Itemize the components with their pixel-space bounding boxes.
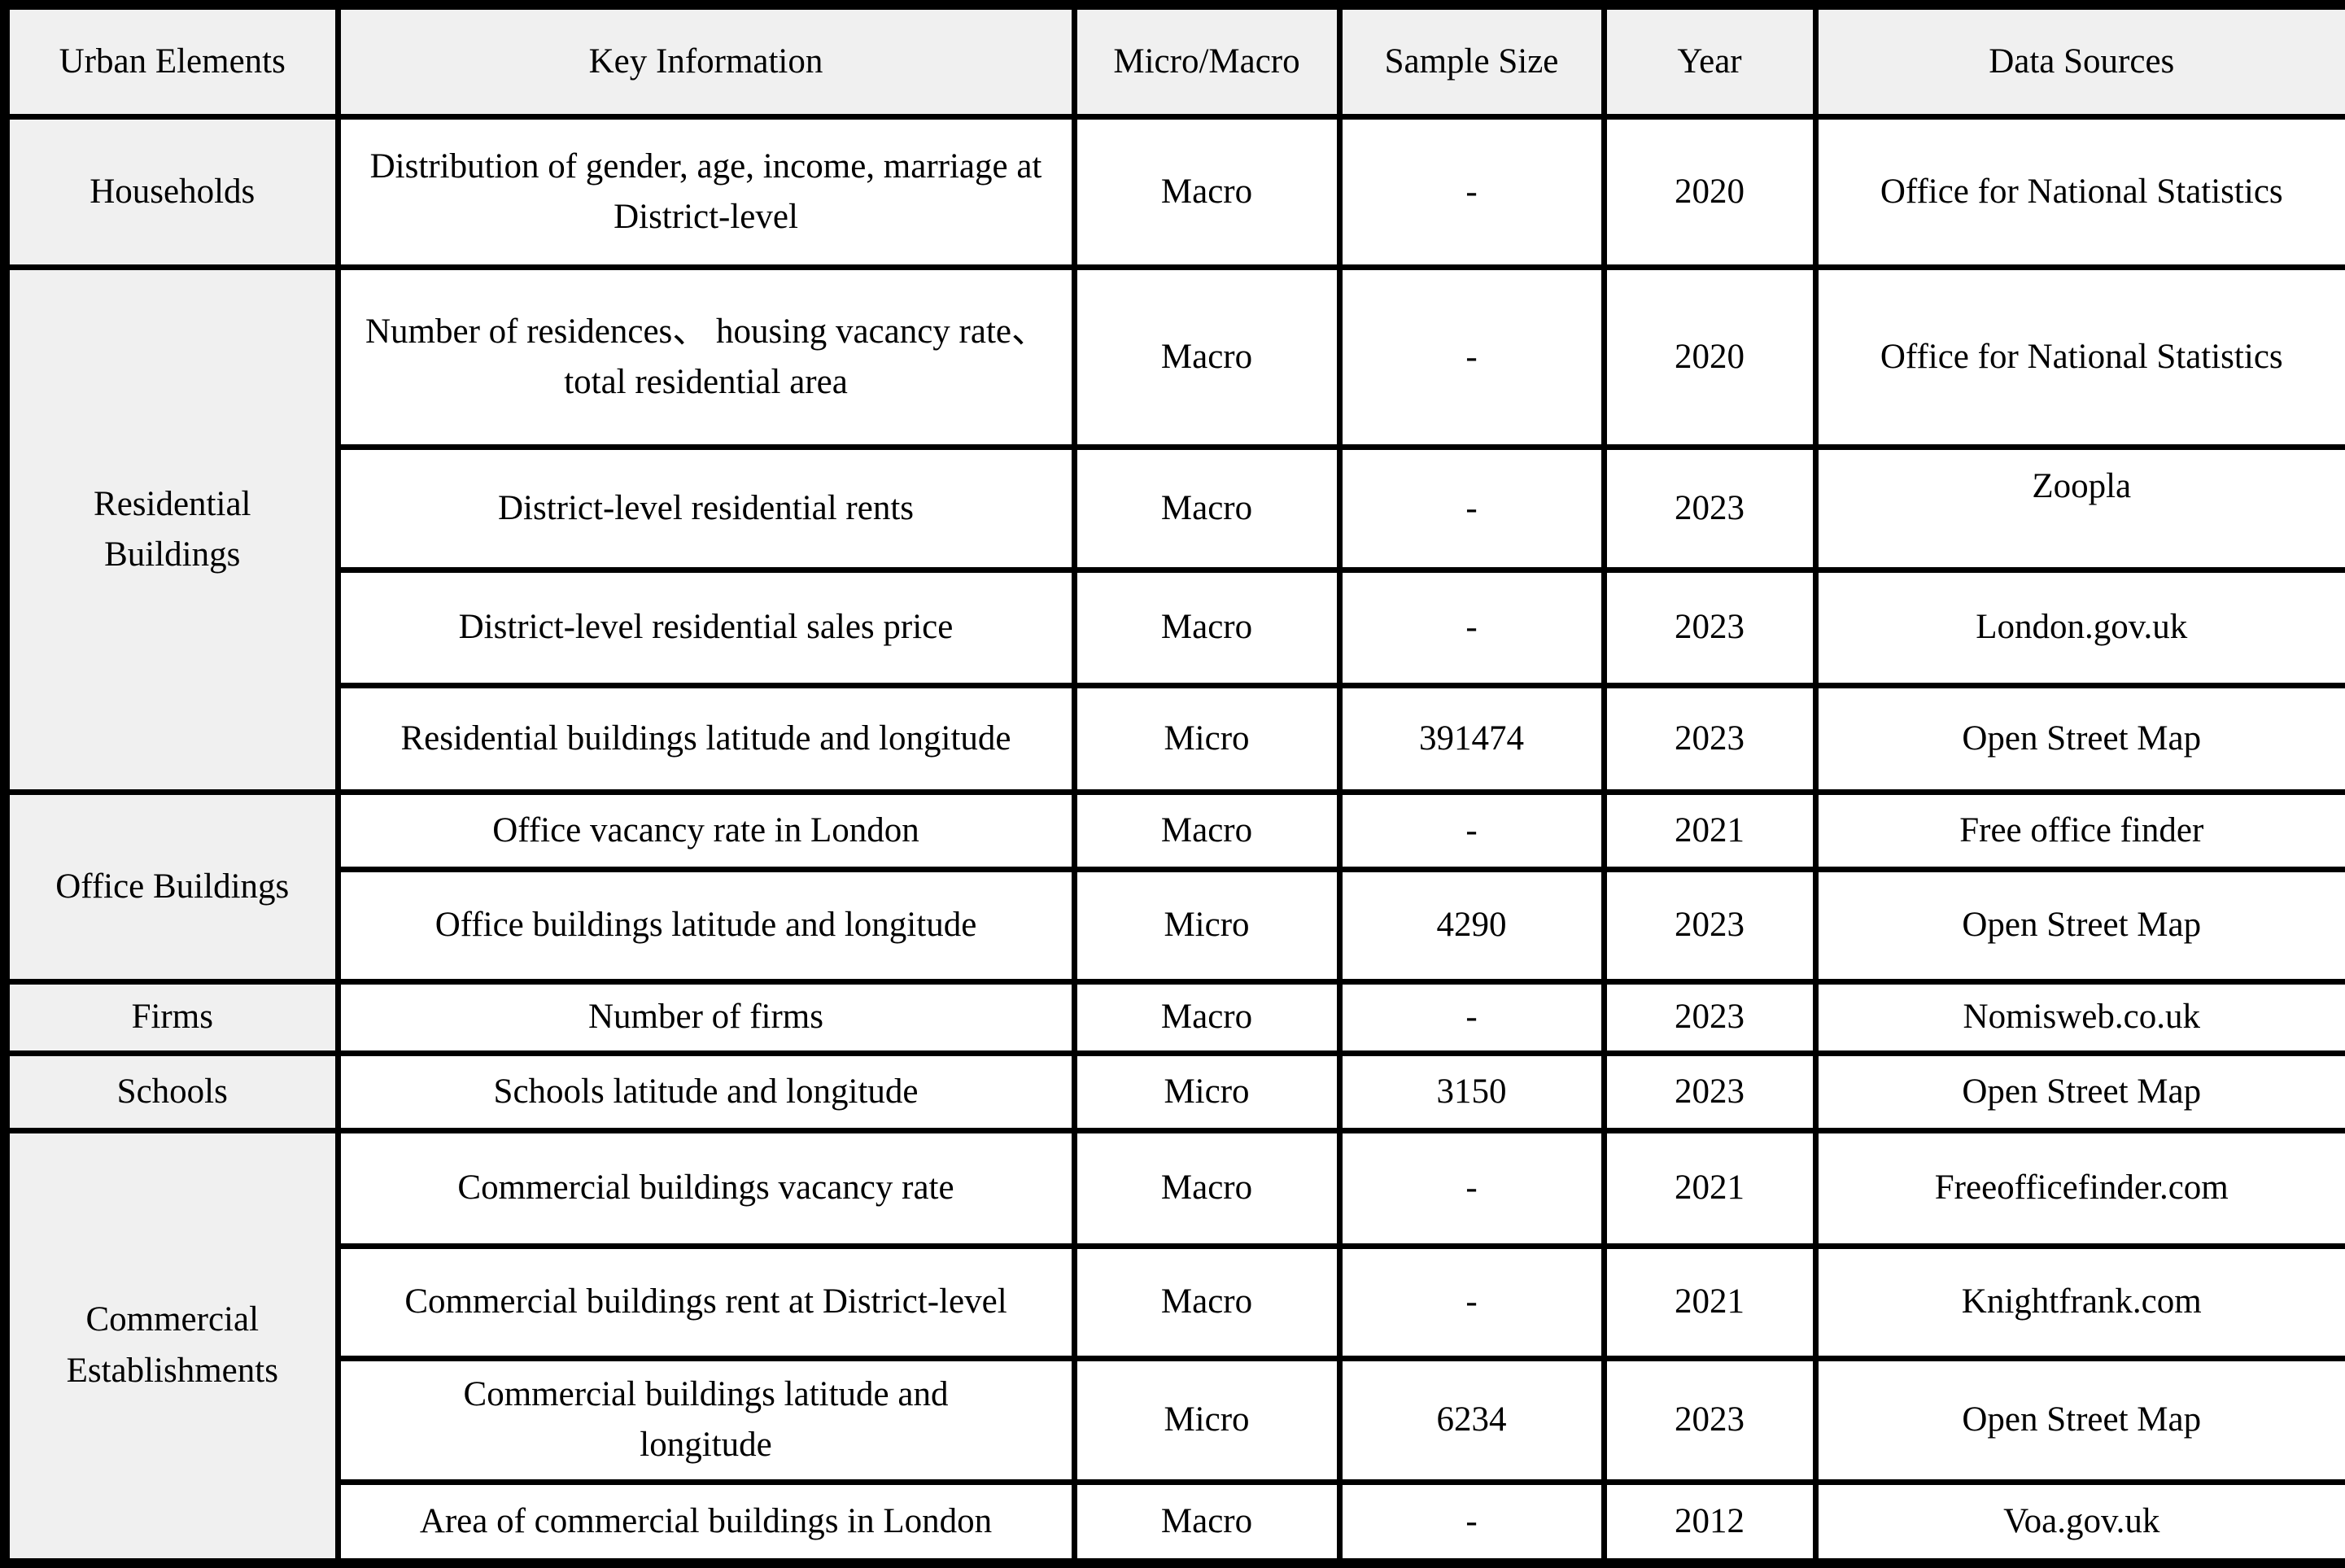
data-source-cell: London.gov.uk [1812,566,2345,688]
table-row: Residential buildings latitude and longi… [5,682,2345,796]
data-source-cell: Knightfrank.com [1812,1243,2345,1361]
data-source-cell: Open Street Map [1812,1355,2345,1486]
key-information-cell: Residential buildings latitude and longi… [334,682,1077,796]
micro-macro-cell: Micro [1071,1355,1343,1486]
key-information-cell: Area of commercial buildings in London [334,1479,1077,1566]
year-cell: 2021 [1600,1243,1819,1361]
year-cell: 2023 [1600,566,1819,688]
group-cell-households: Households [2,114,341,271]
table-row: Residential Buildings Number of residenc… [2,264,2345,796]
data-source-cell: Office for National Statistics [1812,264,2345,451]
sample-size-cell: - [1336,1479,1607,1566]
data-source-cell: Free office finder [1812,789,2345,872]
key-information-cell: District-level residential rents [334,444,1077,573]
year-cell: 2023 [1600,978,1819,1056]
column-header-data-sources: Data Sources [1812,2,2345,120]
data-source-cell: Nomisweb.co.uk [1812,978,2345,1056]
data-source-cell: Open Street Map [1812,1050,2345,1133]
sample-size-cell: 4290 [1336,866,1607,985]
group-cell-office-buildings: Office Buildings [2,789,341,985]
column-header-urban-elements: Urban Elements [2,2,341,120]
sample-size-cell: 391474 [1336,682,1607,796]
key-information-cell: District-level residential sales price [334,566,1077,688]
micro-macro-cell: Macro [1071,1127,1343,1249]
sample-size-cell: - [1336,789,1607,872]
sample-size-cell: - [1336,978,1607,1056]
sample-size-cell: - [1336,1127,1607,1249]
table-row: Households Distribution of gender, age, … [2,114,2345,271]
table-row: Commercial buildings rent at District-le… [5,1243,2345,1361]
micro-macro-cell: Macro [1071,1479,1343,1566]
key-information-cell: Commercial buildings latitude and longit… [334,1355,1077,1486]
sample-size-cell: - [1336,444,1607,573]
column-header-micro-macro: Micro/Macro [1071,2,1343,120]
micro-macro-cell: Micro [1071,682,1343,796]
key-information-cell: Office vacancy rate in London [334,789,1077,872]
table-row: Schools Schools latitude and longitude M… [2,1050,2345,1133]
sample-size-cell: 3150 [1336,1050,1607,1133]
micro-macro-cell: Macro [1071,789,1343,872]
year-cell: 2023 [1600,1050,1819,1133]
table-row: Office buildings latitude and longitude … [5,866,2345,985]
table-row: Firms Number of firms Macro - 2023 Nomis… [2,978,2345,1056]
group-cell-residential-buildings: Residential Buildings [2,264,341,796]
table-row: District-level residential sales price M… [5,566,2345,688]
table-row: Commercial buildings latitude and longit… [5,1355,2345,1486]
key-information-cell: Distribution of gender, age, income, mar… [334,114,1077,271]
data-source-cell: Open Street Map [1812,866,2345,985]
header-row: Urban Elements Key Information Micro/Mac… [2,2,2345,120]
year-cell: 2023 [1600,682,1819,796]
table-row: Office Buildings Office vacancy rate in … [2,789,2345,985]
sample-size-cell: - [1336,566,1607,688]
data-source-cell: Office for National Statistics [1812,114,2345,271]
data-source-cell: Zoopla [1812,444,2345,573]
group-cell-firms: Firms [2,978,341,1056]
year-cell: 2020 [1600,114,1819,271]
table-row: Area of commercial buildings in London M… [5,1479,2345,1566]
micro-macro-cell: Macro [1071,114,1343,271]
table-row: District-level residential rents Macro -… [5,444,2345,573]
year-cell: 2021 [1600,789,1819,872]
year-cell: 2012 [1600,1479,1819,1566]
year-cell: 2021 [1600,1127,1819,1249]
micro-macro-cell: Macro [1071,978,1343,1056]
group-cell-schools: Schools [2,1050,341,1133]
sample-size-cell: - [1336,1243,1607,1361]
group-cell-commercial-establishments: Commercial Establishments [2,1127,341,1566]
sample-size-cell: - [1336,114,1607,271]
key-information-cell: Office buildings latitude and longitude [334,866,1077,985]
column-header-year: Year [1600,2,1819,120]
key-information-cell: Schools latitude and longitude [334,1050,1077,1133]
table-row: Commercial Establishments Commercial bui… [2,1127,2345,1566]
sample-size-cell: 6234 [1336,1355,1607,1486]
micro-macro-cell: Macro [1071,566,1343,688]
data-source-cell: Freeofficefinder.com [1812,1127,2345,1249]
micro-macro-cell: Macro [1071,1243,1343,1361]
key-information-cell: Number of residences、 housing vacancy ra… [334,264,1077,451]
key-information-cell: Number of firms [334,978,1077,1056]
year-cell: 2023 [1600,866,1819,985]
key-information-cell: Commercial buildings rent at District-le… [334,1243,1077,1361]
micro-macro-cell: Macro [1071,444,1343,573]
year-cell: 2023 [1600,444,1819,573]
data-source-cell: Voa.gov.uk [1812,1479,2345,1566]
micro-macro-cell: Macro [1071,264,1343,451]
key-information-cell: Commercial buildings vacancy rate [334,1127,1077,1249]
data-source-cell: Open Street Map [1812,682,2345,796]
column-header-sample-size: Sample Size [1336,2,1607,120]
sample-size-cell: - [1336,264,1607,451]
column-header-key-information: Key Information [334,2,1077,120]
year-cell: 2023 [1600,1355,1819,1486]
year-cell: 2020 [1600,264,1819,451]
micro-macro-cell: Micro [1071,1050,1343,1133]
micro-macro-cell: Micro [1071,866,1343,985]
